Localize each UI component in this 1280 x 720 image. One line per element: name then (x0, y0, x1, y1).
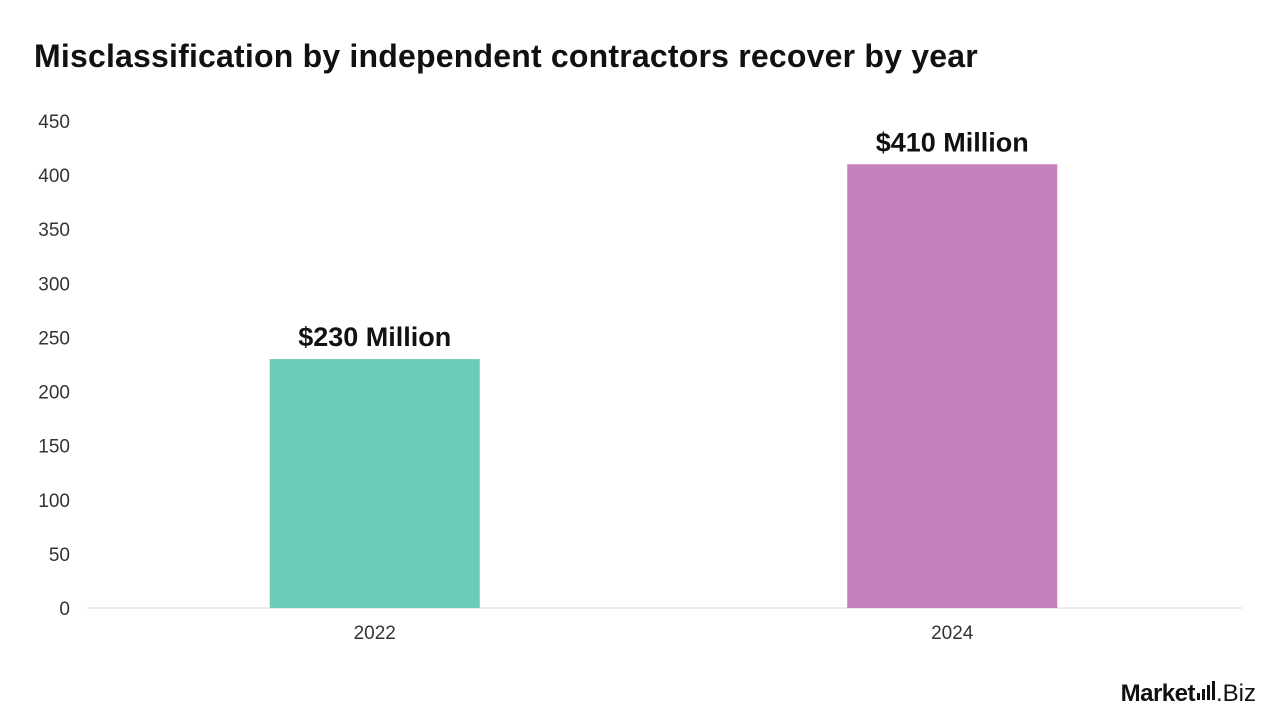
logo-bars-icon (1196, 680, 1215, 700)
y-tick-label: 100 (38, 491, 70, 512)
y-tick-label: 450 (38, 112, 70, 133)
x-tick-label-2022: 2022 (354, 623, 396, 644)
y-tick-label: 400 (38, 166, 70, 187)
y-tick-label: 200 (38, 383, 70, 404)
x-tick-label-2024: 2024 (931, 623, 974, 644)
y-tick-label: 350 (38, 220, 70, 241)
y-tick-label: 250 (38, 328, 70, 349)
logo-main-text: Market (1120, 680, 1196, 707)
y-tick-label: 300 (38, 274, 70, 295)
logo-suffix-text: .Biz (1215, 680, 1256, 707)
chart-title: Misclassification by independent contrac… (34, 38, 978, 74)
bar-2024 (847, 164, 1058, 609)
data-label-2022: $230 Million (298, 322, 451, 352)
data-label-2024: $410 Million (876, 127, 1029, 157)
y-tick-label: 150 (38, 437, 70, 458)
marketbiz-logo: Market .Biz (1121, 680, 1256, 706)
y-tick-label: 0 (59, 599, 70, 620)
y-tick-label: 50 (49, 545, 70, 566)
bar-2022 (269, 359, 480, 608)
